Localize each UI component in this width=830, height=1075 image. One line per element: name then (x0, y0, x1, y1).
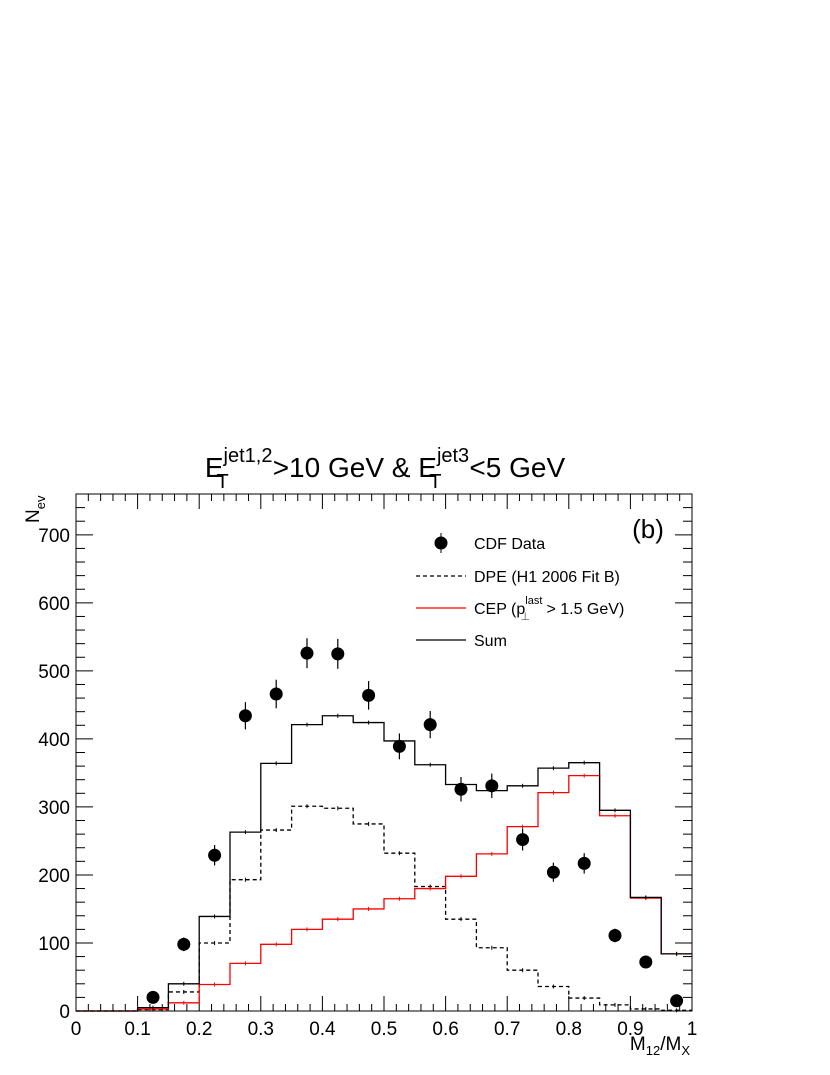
data-point (577, 856, 591, 870)
x-tick-label: 0.3 (248, 1019, 274, 1040)
legend-cep-label-sub: ⊥ (520, 611, 530, 623)
chart-title: Ejet1,2 T >10 GeV & Ejet3 T <5 GeV (205, 445, 566, 493)
x-axis-label-x-sub: X (681, 1043, 690, 1058)
data-point (269, 687, 283, 701)
data-point (639, 955, 653, 969)
x-axis-label-m-sub: 12 (646, 1043, 660, 1058)
title-mid: >10 GeV & (273, 452, 419, 483)
x-axis-label-slash: /M (660, 1034, 681, 1055)
legend-entry-sum: Sum (416, 633, 507, 650)
y-tick-label: 400 (38, 730, 70, 751)
x-tick-label: 1 (687, 1019, 698, 1040)
x-tick-label: 0.4 (309, 1019, 336, 1040)
title-e2-sub: T (429, 471, 441, 493)
title-e2: E (418, 452, 437, 483)
legend-cep-label-post: > 1.5 GeV) (542, 601, 624, 618)
title-e1-sub: T (216, 471, 228, 493)
x-tick-label: 0.7 (494, 1019, 520, 1040)
panel-label: (b) (632, 514, 664, 544)
axis-tick-labels: 0 0.1 0.2 0.3 0.4 0.5 0.6 0.7 0.8 0.9 1 0 100 200 300 4… (38, 526, 697, 1040)
axis-ticks (75, 493, 693, 1012)
plot-frame (75, 493, 693, 1012)
series-layer (76, 638, 692, 1013)
data-point (516, 833, 530, 847)
data-point (608, 928, 622, 942)
data-point (238, 709, 252, 723)
x-tick-label: 0.1 (124, 1019, 150, 1040)
data-point (670, 994, 684, 1008)
legend-cep-label-sup: last (525, 595, 542, 607)
data-point (423, 718, 437, 732)
x-tick-label: 0.2 (186, 1019, 212, 1040)
cep-histogram (76, 774, 692, 1012)
legend-entry-cep: CEP (plast ⊥ > 1.5 GeV) (416, 595, 624, 623)
y-tick-label: 700 (38, 526, 70, 547)
x-axis-label-m: M (630, 1034, 646, 1055)
y-tick-label: 300 (38, 798, 70, 819)
x-tick-label: 0.5 (371, 1019, 397, 1040)
legend-dpe-label: DPE (H1 2006 Fit B) (474, 569, 620, 586)
data-point (362, 688, 376, 702)
data-point (392, 739, 406, 753)
y-axis-label: Nev (23, 495, 48, 523)
legend-cdf-marker (434, 536, 448, 550)
legend-cdf-label: CDF Data (474, 536, 545, 553)
data-point (546, 865, 560, 879)
x-tick-label: 0 (71, 1019, 82, 1040)
data-point (146, 990, 160, 1004)
legend-cep-label-pre: CEP (p (474, 601, 525, 618)
data-point (208, 848, 222, 862)
title-e1-sup: jet1,2 (223, 445, 273, 467)
legend-cep-label: CEP (plast ⊥ > 1.5 GeV) (474, 595, 624, 623)
y-axis-label-main: N (23, 509, 44, 523)
y-axis-label-sub: ev (33, 495, 48, 509)
data-point (331, 647, 345, 661)
title-e1: E (205, 452, 224, 483)
title-tail: <5 GeV (469, 452, 565, 483)
x-axis-label: M12/MX (630, 1034, 690, 1058)
legend-entry-cdf-data: CDF Data (434, 533, 545, 553)
y-tick-label: 500 (38, 662, 70, 683)
legend-entry-dpe: DPE (H1 2006 Fit B) (416, 569, 620, 586)
x-tick-label: 0.6 (432, 1019, 458, 1040)
title-e2-sup: jet3 (436, 445, 469, 467)
x-tick-label: 0.8 (556, 1019, 582, 1040)
data-point (300, 646, 314, 660)
legend: CDF Data DPE (H1 2006 Fit B) CEP (plast ⊥… (416, 533, 624, 650)
x-tick-label: 0.9 (617, 1019, 643, 1040)
data-point (485, 779, 499, 793)
y-tick-label: 0 (59, 1002, 70, 1023)
data-point (454, 782, 468, 796)
plot-frame-rect (75, 493, 693, 1012)
sum-histogram (76, 715, 692, 1012)
y-tick-label: 100 (38, 934, 70, 955)
legend-sum-label: Sum (474, 633, 507, 650)
data-point (177, 937, 191, 951)
y-tick-label: 200 (38, 866, 70, 887)
y-tick-label: 600 (38, 594, 70, 615)
